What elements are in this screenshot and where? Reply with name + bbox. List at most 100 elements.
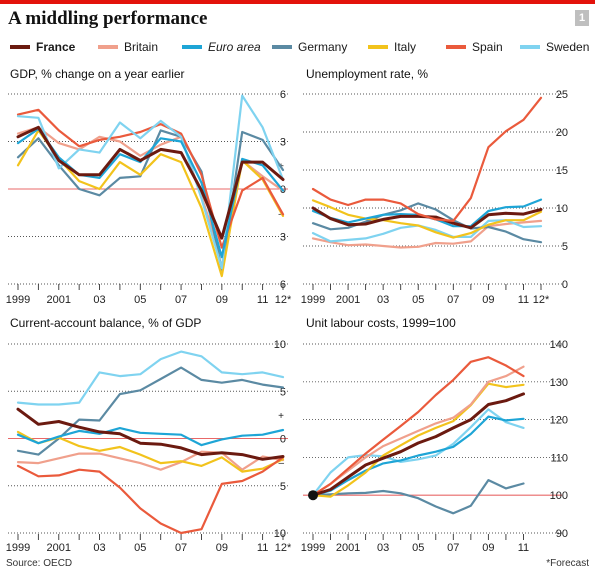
y-tick-label: 10 [274,528,286,540]
y-tick-label: 130 [550,377,568,389]
legend-swatch [10,44,30,49]
legend-label: Spain [472,40,503,54]
x-tick-label: 05 [412,294,424,306]
y-tick-label: 140 [550,339,568,351]
panel-4: 90 100 110 120 130 140 1999 2001 03 05 07 09 11 [301,339,568,554]
x-tick-label: 07 [447,542,459,554]
legend-label: France [36,40,76,54]
y-tick-label: 120 [550,415,568,427]
series-line-italy [311,199,543,239]
chart-number-badge: 1 [575,10,589,26]
x-tick-label: 2001 [47,294,71,306]
series-line-italy [16,430,285,473]
x-tick-label: 03 [377,294,389,306]
y-tick-label: 0 [280,434,286,446]
legend-swatch [368,44,388,49]
y-tick-label: 100 [550,490,568,502]
x-tick-label: 07 [175,542,187,554]
y-tick-label: 110 [550,452,568,464]
x-tick-label: 03 [377,542,389,554]
series-line-spain [16,456,285,535]
legend-swatch [272,44,292,49]
series-line-euro-area [311,415,525,497]
series-line-italy [311,382,525,498]
series-line-germany [311,479,525,515]
y-tick-label: 10 [274,339,286,351]
x-tick-label: 05 [412,542,424,554]
series-line-germany [16,366,285,456]
legend-label: Britain [124,40,159,54]
x-tick-label: 11 [518,294,529,306]
series-line-britain [311,219,543,249]
x-tick-label: 1999 [301,542,325,554]
series-line-sweden [16,350,285,406]
y-tick-label: 15 [556,165,568,177]
base-point-marker [308,490,318,501]
y-tick-label: 20 [556,127,568,139]
y-tick-label: 25 [556,89,568,101]
panel-title-current-account: Current-account balance, % of GDP [10,316,202,330]
legend-item-euro-area: Euro area [182,38,261,56]
x-tick-label: 07 [175,294,187,306]
panel-title-unit-labour-costs: Unit labour costs, 1999=100 [306,316,456,330]
x-tick-label: 2001 [336,294,360,306]
legend-item-france: France [10,38,75,56]
legend-item-britain: Britain [98,38,158,56]
series-line-france [311,392,525,497]
y-tick-label: 5 [280,386,286,398]
series-line-france [16,407,285,461]
legend-label: Euro area [208,40,261,54]
series-line-sweden [16,94,285,270]
y-tick-label: 6 [280,89,286,101]
legend-label: Germany [298,40,348,54]
panel-title-unemployment: Unemployment rate, % [306,67,429,81]
x-tick-label: 09 [216,294,228,306]
x-tick-label: 11 [518,542,529,554]
minus-sign: – [278,458,284,469]
x-tick-label: 1999 [6,294,30,306]
top-accent-bar [0,0,595,4]
series-line-britain [16,450,285,471]
y-tick-label: 3 [280,232,286,244]
y-tick-label: 10 [556,203,568,215]
x-tick-label: 2001 [336,542,360,554]
y-tick-label: 3 [280,137,286,149]
plus-sign: + [278,411,284,422]
series-line-euro-area [16,427,285,447]
y-tick-label: 0 [562,279,568,291]
x-tick-label: 12* [533,294,550,306]
x-tick-label: 03 [93,294,105,306]
legend-item-germany: Germany [272,38,347,56]
x-tick-label: 1999 [6,542,30,554]
x-tick-label: 2001 [47,542,71,554]
legend-label: Italy [394,40,417,54]
x-tick-label: 1999 [301,294,325,306]
legend-swatch [520,44,540,49]
legend-swatch [98,44,118,49]
legend-label: Sweden [546,40,590,54]
series-line-spain [16,108,285,249]
legend: France Britain Euro area Germany Italy Spain S… [10,38,590,56]
series-line-spain [311,96,543,222]
chart-title: A middling performance [8,8,208,29]
series-line-sweden [311,408,525,497]
series-line-britain [311,365,525,497]
x-tick-label: 09 [216,542,228,554]
series-line-britain [16,126,285,259]
x-tick-label: 09 [482,542,494,554]
legend-swatch [182,44,202,49]
series-line-germany [311,202,543,244]
x-tick-label: 03 [93,542,105,554]
series-line-spain [311,356,525,497]
series-line-france [16,125,285,240]
x-tick-label: 05 [134,542,146,554]
y-tick-label: 5 [280,481,286,493]
x-tick-label: 12* [275,294,292,306]
legend-item-italy: Italy [368,38,416,56]
x-tick-label: 09 [482,294,494,306]
x-tick-label: 12* [275,542,292,554]
source-note: Source: OECD [6,558,73,569]
